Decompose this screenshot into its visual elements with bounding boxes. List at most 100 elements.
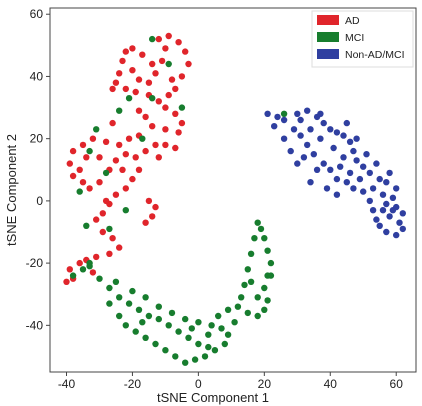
legend-label-non-ad-mci: Non-AD/MCI [345, 49, 405, 61]
point-ad-31 [69, 147, 77, 155]
point-ad-64 [152, 203, 159, 211]
point-ad-13 [116, 70, 123, 77]
x-tick-label: -40 [58, 377, 76, 391]
point-mci-25 [116, 312, 123, 320]
point-ad-72 [96, 154, 103, 161]
point-mci-3 [96, 275, 103, 282]
point-non-ad-mci-17 [383, 179, 390, 186]
point-ad-1 [165, 32, 172, 40]
point-ad-6 [168, 76, 176, 83]
point-ad-30 [79, 141, 87, 149]
point-mci-11 [175, 328, 182, 335]
point-ad-19 [162, 104, 169, 111]
point-ad-3 [182, 48, 189, 55]
point-ad-16 [132, 88, 139, 96]
point-mci-5 [116, 294, 123, 301]
point-ad-28 [102, 138, 110, 145]
point-mci-79 [280, 110, 288, 118]
point-ad-26 [125, 135, 133, 142]
point-non-ad-mci-8 [327, 126, 334, 133]
point-mci-29 [168, 309, 176, 317]
point-non-ad-mci-57 [294, 160, 301, 167]
point-ad-21 [178, 119, 186, 127]
point-mci-70 [116, 107, 123, 114]
point-non-ad-mci-31 [360, 188, 367, 195]
legend: AD MCI Non-AD/MCI [311, 10, 414, 68]
point-mci-68 [86, 147, 93, 155]
point-ad-63 [145, 197, 153, 205]
point-mci-66 [122, 207, 129, 214]
point-ad-65 [149, 213, 156, 220]
point-mci-12 [185, 334, 192, 341]
point-mci-33 [218, 325, 225, 332]
point-ad-38 [112, 157, 120, 164]
point-non-ad-mci-14 [360, 163, 367, 170]
point-ad-50 [99, 210, 107, 217]
point-ad-32 [66, 160, 74, 167]
point-ad-40 [132, 154, 139, 161]
point-mci-1 [79, 266, 87, 273]
point-non-ad-mci-12 [350, 147, 357, 155]
point-ad-5 [178, 73, 186, 80]
point-non-ad-mci-38 [304, 141, 311, 149]
point-ad-2 [175, 39, 182, 46]
point-ad-11 [122, 48, 129, 55]
point-mci-61 [247, 278, 255, 285]
point-mci-60 [254, 294, 261, 301]
point-mci-63 [112, 278, 120, 285]
point-mci-16 [201, 353, 209, 360]
point-ad-0 [155, 35, 162, 43]
point-ad-36 [96, 179, 103, 186]
point-non-ad-mci-63 [399, 210, 406, 217]
point-ad-44 [172, 144, 179, 152]
point-mci-35 [221, 340, 228, 348]
point-ad-80 [155, 154, 162, 161]
point-mci-38 [234, 303, 242, 310]
point-ad-4 [185, 60, 192, 68]
legend-swatch-ad [317, 15, 339, 25]
point-non-ad-mci-28 [373, 216, 380, 223]
point-ad-20 [172, 110, 179, 118]
point-ad-10 [129, 45, 136, 52]
x-tick-label: 20 [258, 377, 272, 391]
point-ad-33 [69, 172, 77, 180]
point-non-ad-mci-27 [376, 222, 383, 229]
point-mci-8 [145, 312, 153, 320]
point-ad-8 [149, 60, 156, 68]
point-ad-66 [142, 219, 149, 226]
point-ad-62 [89, 269, 97, 276]
point-non-ad-mci-23 [396, 219, 403, 226]
point-non-ad-mci-32 [350, 185, 357, 192]
point-ad-56 [93, 253, 100, 261]
point-mci-27 [142, 294, 149, 301]
point-ad-79 [102, 197, 110, 205]
x-axis-ticks: -40 -20 0 20 40 60 [58, 372, 403, 391]
point-non-ad-mci-60 [373, 160, 380, 167]
point-non-ad-mci-7 [320, 119, 327, 127]
point-non-ad-mci-61 [386, 169, 393, 177]
point-ad-18 [155, 98, 162, 105]
point-mci-21 [152, 340, 159, 348]
x-tick-label: 40 [324, 377, 338, 391]
point-non-ad-mci-59 [363, 151, 370, 158]
point-ad-83 [135, 76, 143, 83]
point-ad-82 [162, 45, 169, 52]
point-mci-30 [182, 315, 189, 323]
point-mci-14 [205, 343, 212, 351]
point-non-ad-mci-26 [383, 228, 390, 236]
x-axis-title: tSNE Component 1 [157, 390, 269, 405]
point-non-ad-mci-10 [340, 132, 347, 139]
point-ad-42 [152, 141, 159, 149]
point-mci-67 [102, 169, 110, 177]
point-mci-57 [106, 300, 113, 307]
point-mci-13 [195, 340, 202, 348]
point-mci-71 [165, 60, 172, 68]
point-mci-74 [106, 225, 113, 233]
point-ad-14 [112, 79, 120, 86]
point-mci-0 [69, 272, 77, 279]
point-mci-22 [142, 334, 149, 341]
point-mci-76 [178, 104, 186, 111]
point-non-ad-mci-43 [330, 144, 337, 152]
point-ad-54 [116, 244, 123, 251]
